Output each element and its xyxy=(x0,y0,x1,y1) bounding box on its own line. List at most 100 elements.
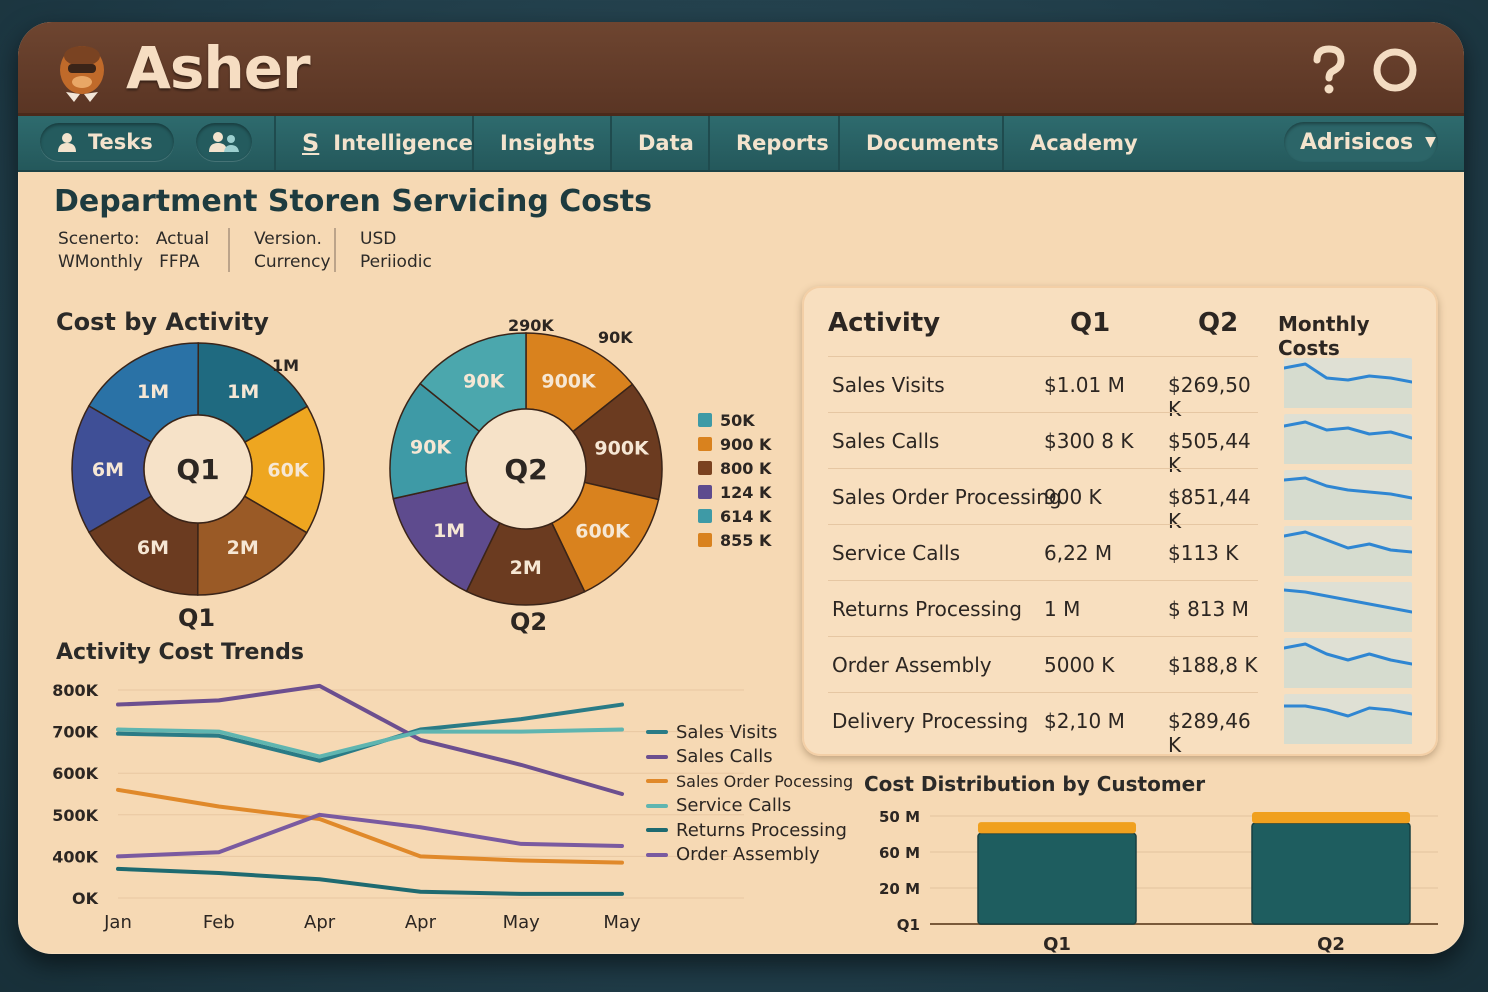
legend-item: 855 K xyxy=(698,528,771,552)
power-button[interactable] xyxy=(1370,44,1420,96)
table-row[interactable]: Sales Visits $1.01 M $269,50 K xyxy=(828,356,1258,421)
donut-legend: 50K 900 K 800 K 124 K 614 K 855 K xyxy=(698,408,771,552)
help-button[interactable] xyxy=(1304,44,1354,96)
table-row[interactable]: Sales Calls $300 8 K $505,44 K xyxy=(828,412,1258,477)
y-tick-label: 400K xyxy=(52,847,98,866)
cell-q1: $1.01 M xyxy=(1044,373,1125,397)
monthly-cost-sparkline xyxy=(1284,526,1412,576)
q2-donut: 900K 900K 600K 2M 1M 90K 90K Q2 xyxy=(389,332,663,606)
caret-down-icon: ▼ xyxy=(1425,134,1436,150)
nav-item-intelligence[interactable]: S Intelligence xyxy=(274,116,473,170)
app-title: Asher xyxy=(126,34,311,102)
y-tick-label: 60 M xyxy=(879,844,920,862)
scenario-label: Scenerto: xyxy=(58,229,140,249)
cell-q2: $289,46 K xyxy=(1168,709,1251,757)
legend-swatch xyxy=(646,730,668,735)
table-row[interactable]: Order Assembly 5000 K $188,8 K xyxy=(828,636,1258,692)
nav-item-label: Documents xyxy=(866,131,999,155)
table-header-activity: Activity xyxy=(828,308,941,338)
table-header-monthly: Monthly Costs xyxy=(1278,312,1370,360)
table-row[interactable]: Sales Order Processing 900 K $851,44 K xyxy=(828,468,1258,533)
nav-item-label: Academy xyxy=(1030,131,1138,155)
slice-label: 90K xyxy=(410,437,452,459)
legend-swatch xyxy=(646,828,668,833)
slice-label: 900K xyxy=(541,371,597,393)
cell-activity: Sales Calls xyxy=(832,429,940,453)
legend-item: 124 K xyxy=(698,480,771,504)
legend-item: Sales Visits xyxy=(646,720,853,745)
x-tick-label: Feb xyxy=(203,912,235,933)
cell-q2: $188,8 K xyxy=(1168,653,1258,677)
legend-label: 124 K xyxy=(720,482,772,502)
legend-item: 800 K xyxy=(698,456,771,480)
table-row[interactable]: Delivery Processing $2,10 M $289,46 K xyxy=(828,692,1258,757)
x-tick-label: May xyxy=(603,912,641,933)
legend-swatch xyxy=(646,779,668,784)
legend-label: 900 K xyxy=(720,434,772,454)
cell-activity: Sales Order Processing xyxy=(832,485,1062,509)
legend-label: Order Assembly xyxy=(676,844,820,866)
nav-item-insights[interactable]: Insights xyxy=(472,116,610,170)
q1-caption: Q1 xyxy=(178,604,216,632)
tasks-tab[interactable]: Tesks xyxy=(40,123,174,161)
cell-activity: Service Calls xyxy=(832,541,961,565)
bar-top[interactable] xyxy=(1252,812,1410,824)
monthly-cost-sparkline xyxy=(1284,470,1412,520)
series-line[interactable] xyxy=(116,683,624,796)
legend-swatch xyxy=(698,461,712,475)
nav-item-reports[interactable]: Reports xyxy=(708,116,838,170)
bar-base[interactable] xyxy=(1251,822,1411,925)
slice-label: 1M xyxy=(227,381,259,403)
series-line[interactable] xyxy=(116,812,624,859)
cell-q1: 5000 K xyxy=(1044,653,1115,677)
nav-item-academy[interactable]: Academy xyxy=(1002,116,1162,170)
y-tick-label: Q1 xyxy=(897,916,920,934)
legend-item: 50K xyxy=(698,408,771,432)
slice-label: 90K xyxy=(463,371,505,393)
cell-q1: $2,10 M xyxy=(1044,709,1125,733)
version-label: Version. xyxy=(254,229,322,249)
legend-swatch xyxy=(646,803,668,808)
legend-swatch xyxy=(698,437,712,451)
x-tick-label: Apr xyxy=(304,912,336,933)
series-line[interactable] xyxy=(116,866,624,896)
nav-item-label: Intelligence xyxy=(333,131,473,155)
donut-center-label: Q2 xyxy=(504,453,547,486)
nav-item-data[interactable]: Data xyxy=(610,116,708,170)
donut-hole xyxy=(143,414,253,524)
team-button[interactable] xyxy=(196,123,252,161)
page-title: Department Storen Servicing Costs xyxy=(54,184,652,219)
slice-label: 60K xyxy=(267,459,309,481)
series-line[interactable] xyxy=(116,787,624,865)
scenario-meta: Scenerto: Actual WMonthly FFPA xyxy=(58,228,209,274)
legend-label: 800 K xyxy=(720,458,772,478)
table-row[interactable]: Service Calls 6,22 M $113 K xyxy=(828,524,1258,580)
nav-item-documents[interactable]: Documents xyxy=(838,116,1002,170)
x-tick-label: Q2 xyxy=(1317,934,1345,954)
main-nav: Tesks S Intelligence Insights Data Repor… xyxy=(18,116,1464,172)
legend-swatch xyxy=(698,413,712,427)
cell-activity: Sales Visits xyxy=(832,373,945,397)
mode-value: Periiodic xyxy=(360,252,432,272)
legend-item: Order Assembly xyxy=(646,843,853,868)
legend-swatch xyxy=(698,509,712,523)
q1-donut: 1M 1M 60K 2M 6M 6M Q1 xyxy=(71,342,325,596)
y-tick-label: 600K xyxy=(52,764,98,783)
bar-base[interactable] xyxy=(977,832,1137,925)
user-menu[interactable]: Adrisicos ▼ xyxy=(1284,122,1438,162)
legend-swatch xyxy=(646,852,668,857)
cell-q2: $ 813 M xyxy=(1168,597,1249,621)
cost-distribution-chart: Q1 20 M 60 M 50 M Q1 Q2 xyxy=(879,808,1438,954)
bar-top[interactable] xyxy=(978,822,1136,834)
cell-activity: Returns Processing xyxy=(832,597,1022,621)
series-line[interactable] xyxy=(116,727,624,759)
title-bar: Asher xyxy=(18,22,1464,116)
table-row[interactable]: Returns Processing 1 M $ 813 M xyxy=(828,580,1258,636)
slice-label: 600K xyxy=(575,520,631,542)
legend-item: Sales Calls xyxy=(646,745,853,770)
y-tick-label: 500K xyxy=(52,806,98,825)
nav-item-label: Insights xyxy=(500,131,595,155)
legend-label: 50K xyxy=(720,410,755,430)
monthly-cost-sparkline xyxy=(1284,638,1412,688)
donut-center-label: Q1 xyxy=(176,453,219,486)
